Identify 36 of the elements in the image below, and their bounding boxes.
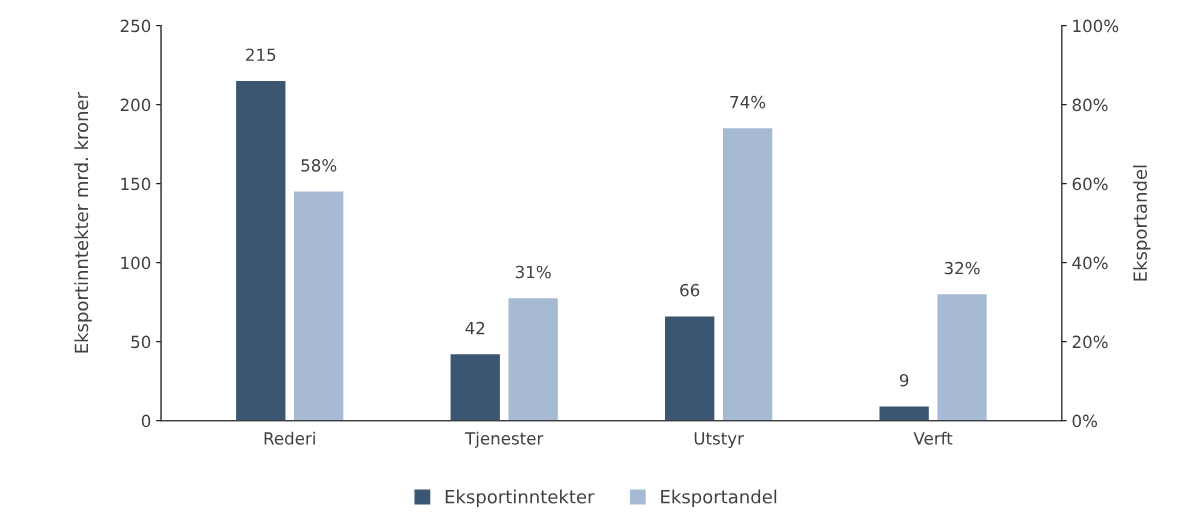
y-tick-label: 200 — [120, 98, 151, 112]
bar — [879, 406, 929, 421]
bar — [450, 354, 500, 421]
y2-tick-label: 100% — [1073, 19, 1119, 33]
y-tick-label: 150 — [121, 177, 151, 191]
y-tick-label: 100 — [121, 256, 151, 270]
bar — [665, 316, 715, 421]
x-tick-label: Verft — [913, 431, 953, 445]
y2-tick-label: 20% — [1072, 335, 1108, 349]
data-label: 42 — [465, 321, 485, 335]
bar — [294, 191, 344, 421]
x-tick-label: Tjenester — [465, 431, 544, 448]
y-tick-label: 250 — [120, 19, 151, 33]
y2-tick-label: 60% — [1072, 177, 1108, 191]
data-label: 9 — [899, 373, 909, 387]
y-tick-label: 0 — [141, 414, 151, 428]
bar — [236, 80, 286, 421]
y2-tick-label: 0% — [1072, 414, 1098, 428]
bar — [508, 298, 558, 421]
data-label: 215 — [246, 48, 276, 62]
data-label: 31% — [515, 265, 551, 279]
bar — [722, 128, 773, 421]
data-label: 58% — [301, 159, 337, 172]
legend-label: Eksportandel — [661, 489, 777, 508]
x-tick-label: Rederi — [264, 431, 315, 445]
y2-tick-label: 40% — [1072, 256, 1108, 270]
y-axis-title: Eksportinntekter mrd. kroner — [74, 92, 92, 353]
data-label: 74% — [730, 95, 766, 109]
data-label: 66 — [680, 283, 700, 297]
y-tick-label: 50 — [131, 335, 151, 349]
y2-tick-label: 80% — [1072, 98, 1108, 112]
x-tick-label: Utstyr — [694, 432, 744, 448]
legend-label: Eksportinntekter — [445, 489, 595, 508]
data-label: 32% — [944, 261, 980, 275]
bar — [937, 294, 987, 421]
y2-axis-title: Eksportandel — [1133, 165, 1151, 281]
